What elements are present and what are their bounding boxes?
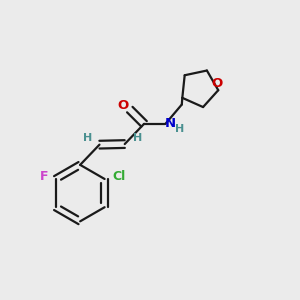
Text: H: H xyxy=(83,133,92,143)
Text: N: N xyxy=(165,117,176,130)
Text: Cl: Cl xyxy=(113,169,126,182)
Text: H: H xyxy=(133,133,142,142)
Text: H: H xyxy=(175,124,184,134)
Text: O: O xyxy=(211,77,222,90)
Text: F: F xyxy=(40,170,49,183)
Text: O: O xyxy=(118,99,129,112)
